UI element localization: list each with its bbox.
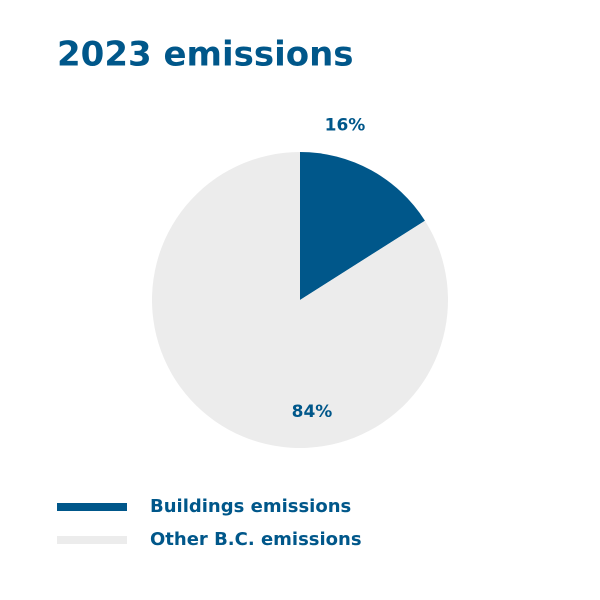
legend-label: Other B.C. emissions (150, 529, 362, 550)
legend-label: Buildings emissions (150, 496, 351, 517)
chart-title: 2023 emissions (57, 35, 354, 75)
legend-swatch (57, 536, 127, 544)
legend-swatch (57, 503, 127, 511)
pie-slice (300, 152, 425, 300)
pie-slice (151, 152, 448, 448)
data-label: 16% (325, 116, 366, 136)
data-label: 84% (292, 402, 333, 422)
